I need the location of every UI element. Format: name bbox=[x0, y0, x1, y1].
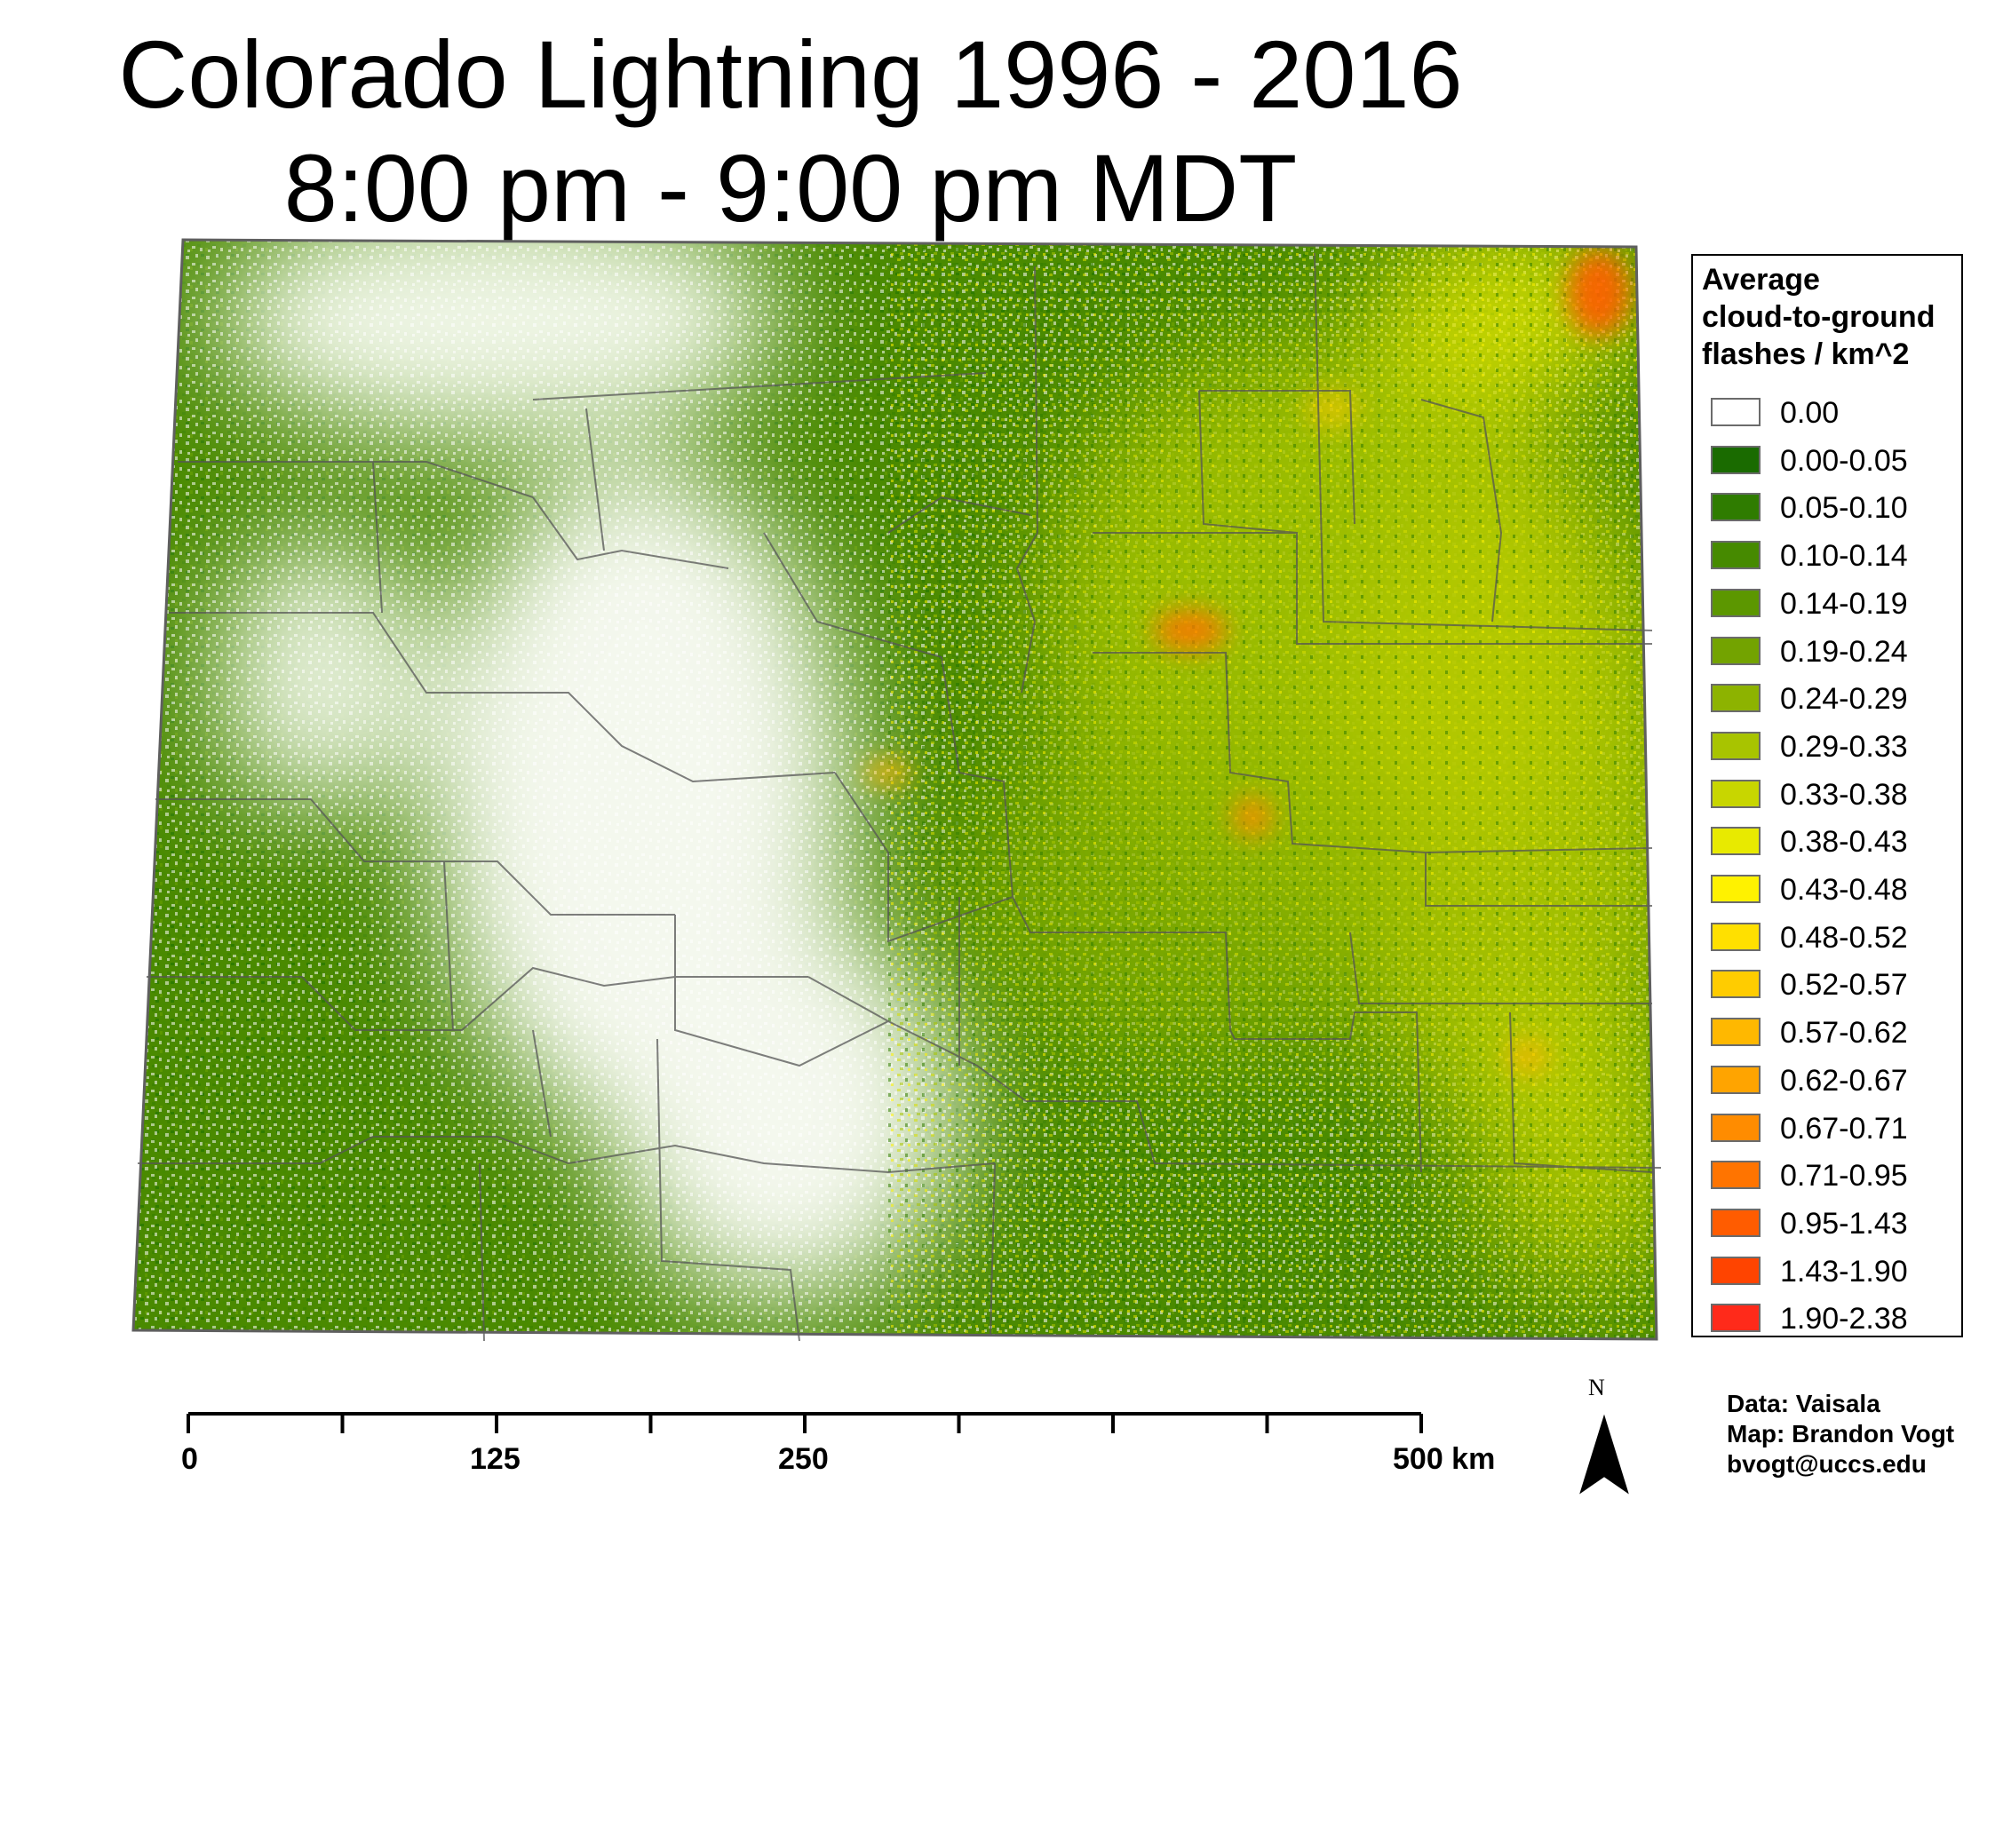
legend-swatch bbox=[1711, 1065, 1761, 1094]
legend-label: 1.43-1.90 bbox=[1780, 1254, 1908, 1289]
scale-bar-label: 125 bbox=[470, 1442, 521, 1476]
legend-label: 0.71-0.95 bbox=[1780, 1159, 1908, 1194]
legend-label: 1.90-2.38 bbox=[1780, 1302, 1908, 1336]
legend-label: 0.48-0.52 bbox=[1780, 920, 1908, 955]
legend-swatch bbox=[1711, 1018, 1761, 1047]
map-title-line2: 8:00 pm - 9:00 pm MDT bbox=[283, 134, 1298, 242]
scale-bar bbox=[187, 1412, 1423, 1433]
legend-label: 0.14-0.19 bbox=[1780, 586, 1908, 621]
credit-email: bvogt@uccs.edu bbox=[1727, 1450, 1927, 1478]
legend-swatch bbox=[1711, 1208, 1761, 1237]
legend-swatch bbox=[1711, 493, 1761, 522]
legend-title-line: flashes / km^2 bbox=[1702, 337, 1910, 371]
legend-label: 0.38-0.43 bbox=[1780, 825, 1908, 860]
legend-swatch bbox=[1711, 588, 1761, 617]
legend: Average cloud-to-ground flashes / km^2 0… bbox=[1691, 254, 1963, 1337]
scale-bar-label: 500 km bbox=[1393, 1442, 1496, 1476]
legend-label: 0.43-0.48 bbox=[1780, 873, 1908, 907]
north-label: N bbox=[1588, 1375, 1605, 1400]
legend-title: Average cloud-to-ground flashes / km^2 bbox=[1702, 261, 1935, 373]
legend-title-line: cloud-to-ground bbox=[1702, 300, 1935, 334]
legend-label: 0.00-0.05 bbox=[1780, 443, 1908, 478]
legend-label: 0.24-0.29 bbox=[1780, 682, 1908, 717]
legend-label: 0.05-0.10 bbox=[1780, 491, 1908, 526]
legend-swatch bbox=[1711, 827, 1761, 856]
legend-label: 0.67-0.71 bbox=[1780, 1111, 1908, 1146]
legend-swatch bbox=[1711, 1161, 1761, 1190]
scale-bar-label: 0 bbox=[181, 1442, 198, 1476]
legend-swatch bbox=[1711, 731, 1761, 760]
scale-bar-label: 250 bbox=[778, 1442, 829, 1476]
legend-label: 0.10-0.14 bbox=[1780, 539, 1908, 574]
legend-swatch bbox=[1711, 398, 1761, 426]
legend-swatch bbox=[1711, 970, 1761, 999]
legend-swatch bbox=[1711, 684, 1761, 713]
credit-data: Data: Vaisala bbox=[1727, 1390, 1880, 1417]
legend-label: 0.95-1.43 bbox=[1780, 1206, 1908, 1241]
legend-label: 0.57-0.62 bbox=[1780, 1016, 1908, 1051]
credits: Data: Vaisala Map: Brandon Vogt bvogt@uc… bbox=[1727, 1389, 1954, 1479]
legend-swatch bbox=[1711, 779, 1761, 808]
legend-swatch bbox=[1711, 875, 1761, 903]
legend-label: 0.00 bbox=[1780, 396, 1840, 430]
legend-swatch bbox=[1711, 1304, 1761, 1333]
legend-title-line: Average bbox=[1702, 263, 1820, 297]
legend-label: 0.33-0.38 bbox=[1780, 777, 1908, 812]
legend-swatch bbox=[1711, 636, 1761, 665]
credit-map: Map: Brandon Vogt bbox=[1727, 1420, 1955, 1447]
legend-label: 0.19-0.24 bbox=[1780, 634, 1908, 669]
north-arrow-icon bbox=[1579, 1414, 1629, 1495]
legend-label: 0.52-0.57 bbox=[1780, 968, 1908, 1003]
map-title-line1: Colorado Lightning 1996 - 2016 bbox=[118, 20, 1463, 128]
lightning-density-raster bbox=[133, 240, 1657, 1339]
legend-swatch bbox=[1711, 1113, 1761, 1142]
legend-swatch bbox=[1711, 922, 1761, 951]
county-boundaries bbox=[138, 252, 1662, 1342]
legend-swatch bbox=[1711, 1256, 1761, 1285]
legend-swatch bbox=[1711, 541, 1761, 570]
legend-label: 0.29-0.33 bbox=[1780, 729, 1908, 764]
legend-label: 0.62-0.67 bbox=[1780, 1063, 1908, 1098]
legend-swatch bbox=[1711, 445, 1761, 474]
colorado-state-outline bbox=[131, 238, 1658, 1341]
